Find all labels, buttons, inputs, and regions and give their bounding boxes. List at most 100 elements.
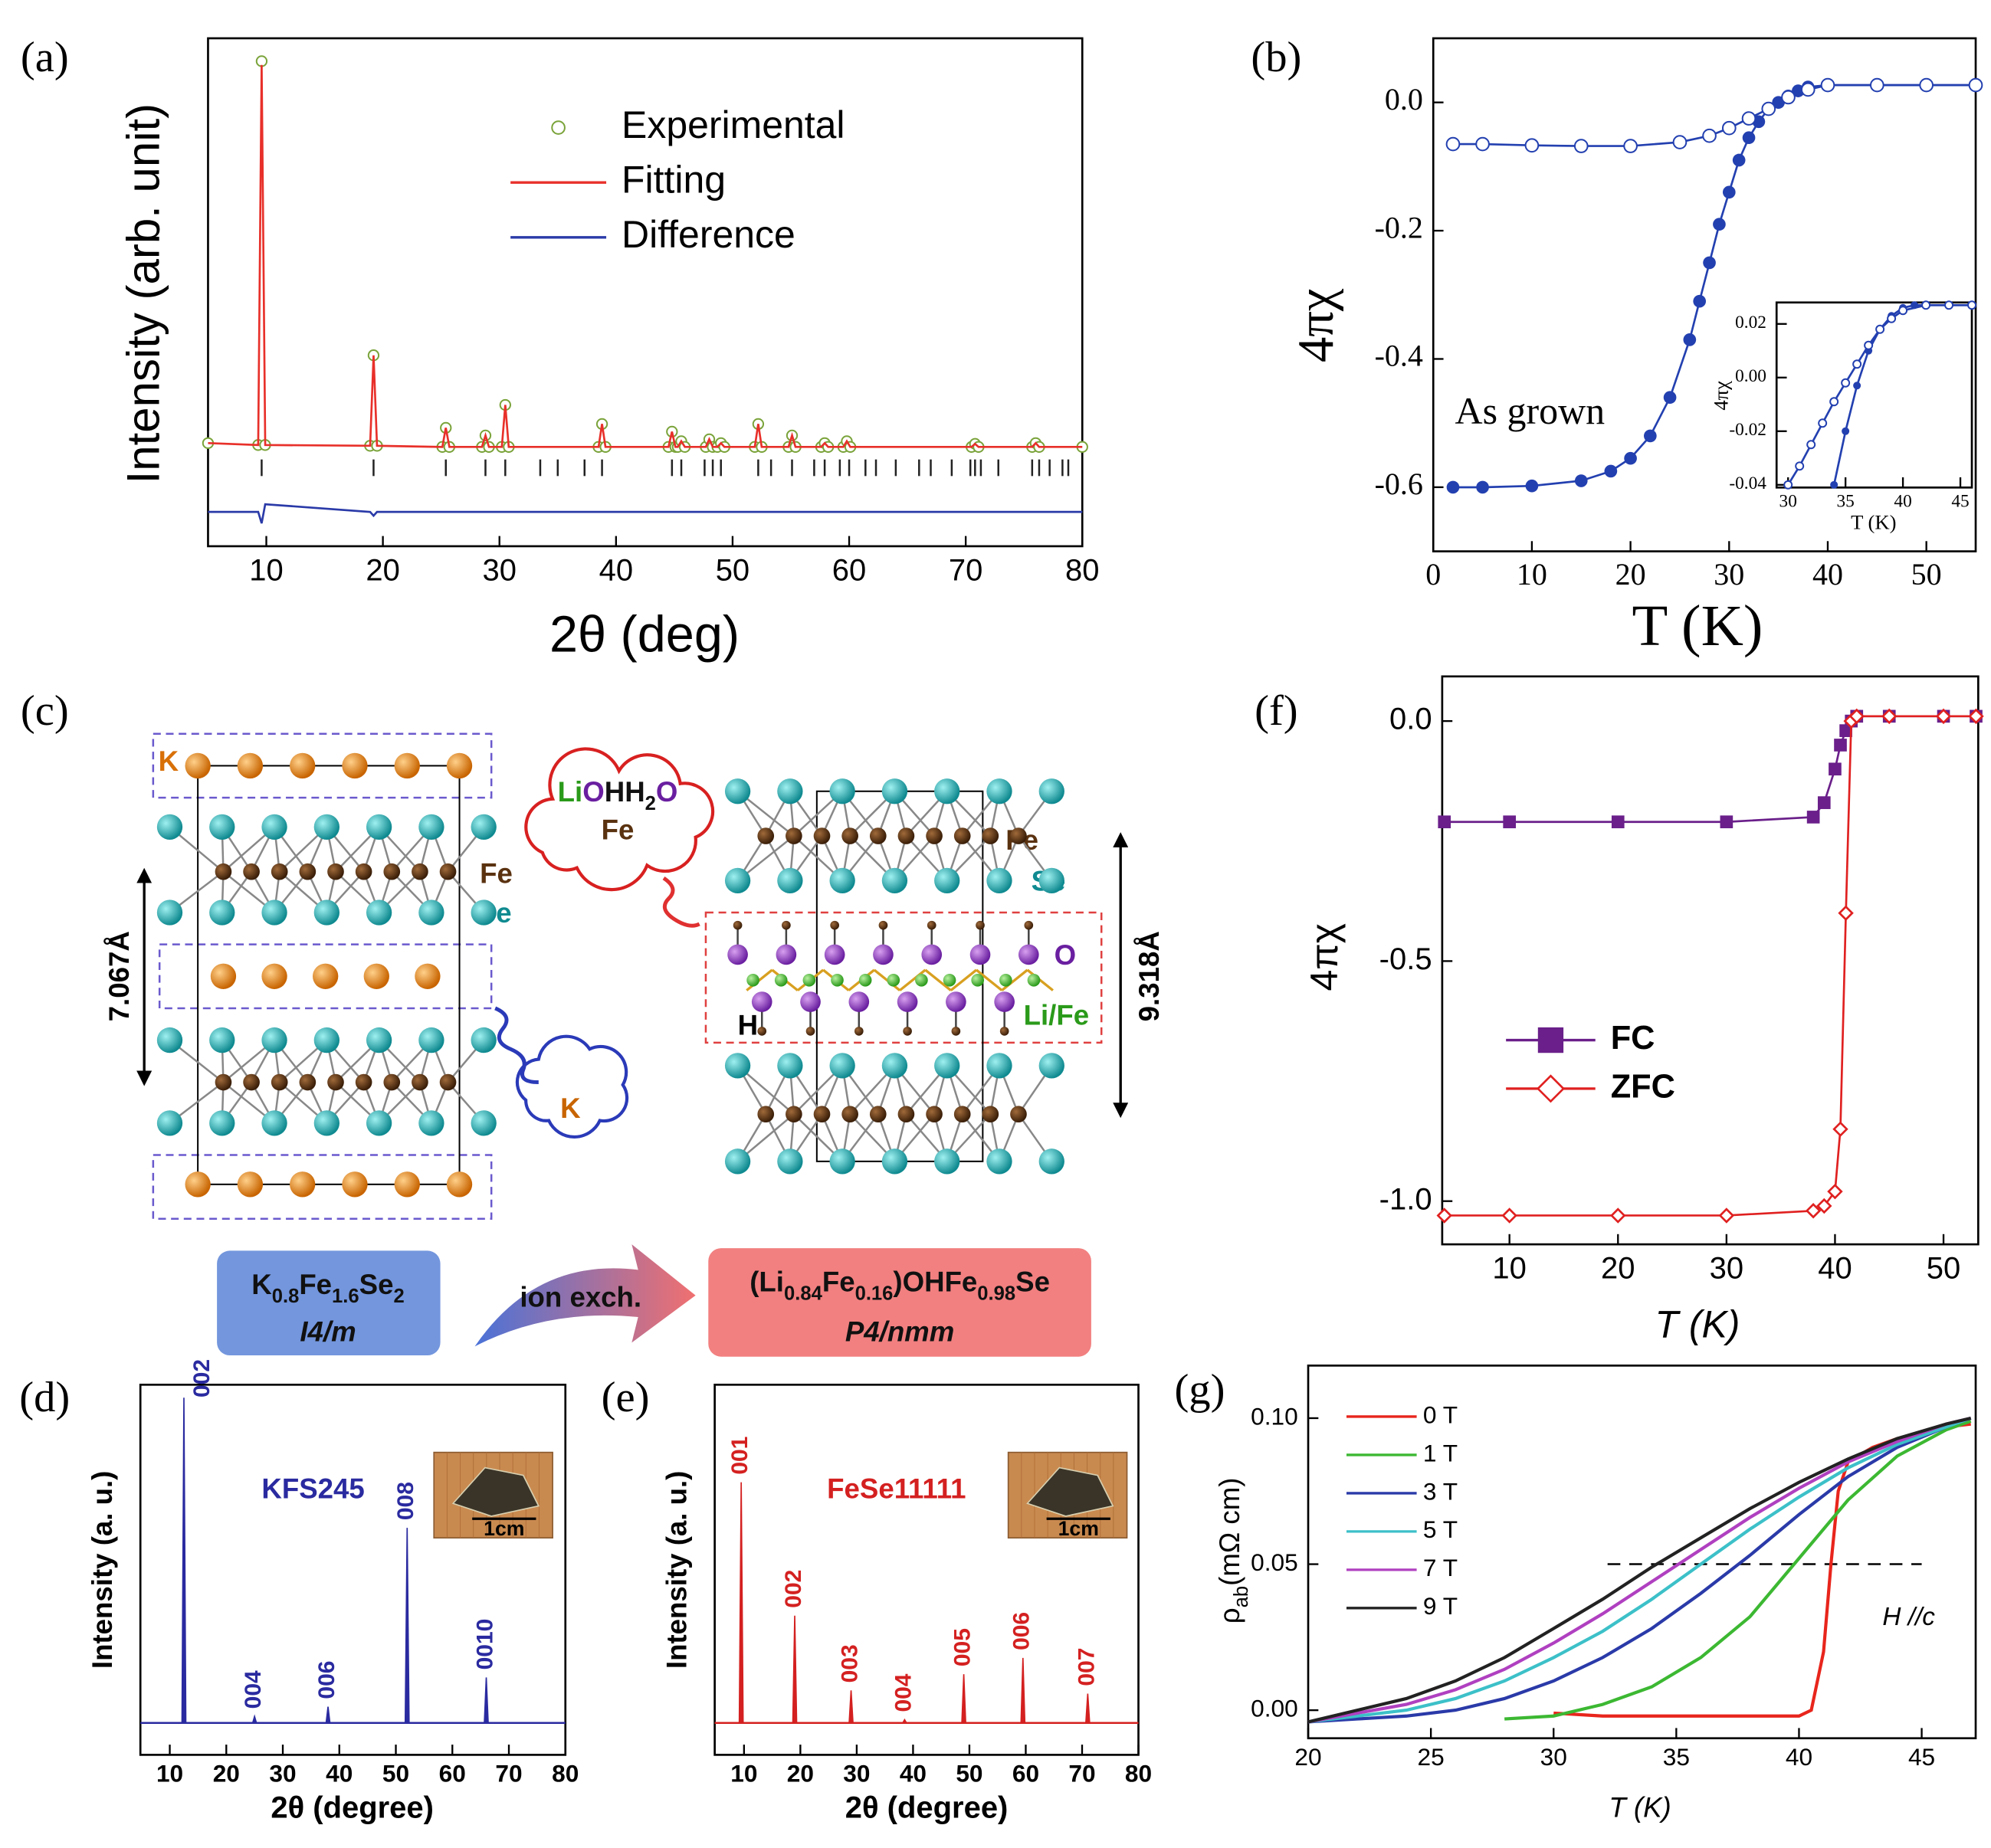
marker xyxy=(1503,815,1516,829)
x-tick-label: 50 xyxy=(1911,557,1942,591)
atom xyxy=(841,827,858,844)
y-tick-label: 0.00 xyxy=(1735,366,1766,386)
atom xyxy=(327,863,344,880)
marker xyxy=(1795,461,1805,471)
marker xyxy=(1805,1203,1822,1219)
atom xyxy=(243,863,260,880)
atom-label: O xyxy=(1055,939,1076,971)
text-part: 2 xyxy=(393,1286,404,1307)
text-part: Se xyxy=(359,1269,394,1300)
legend-label: 7 T xyxy=(1423,1554,1458,1581)
phase-box xyxy=(217,1250,441,1356)
x-tick-label: 50 xyxy=(956,1760,982,1787)
marker xyxy=(1672,135,1688,149)
atom xyxy=(829,1053,855,1079)
atom xyxy=(982,1106,999,1123)
y-tick-label: -0.4 xyxy=(1375,339,1423,373)
x-tick-label: 20 xyxy=(1294,1743,1321,1771)
marker xyxy=(1853,382,1861,390)
atom xyxy=(243,1073,260,1091)
atom xyxy=(881,867,908,894)
marker xyxy=(1935,708,1952,725)
atom xyxy=(805,1027,815,1036)
y-axis-label: 4πχ xyxy=(1288,288,1344,362)
spacing-label: 9.318Å xyxy=(1133,931,1165,1021)
marker xyxy=(1875,324,1885,334)
peak xyxy=(1020,1657,1026,1724)
atom xyxy=(903,1027,912,1036)
atom xyxy=(471,1110,497,1136)
text-part: Se xyxy=(1015,1266,1050,1297)
atom xyxy=(858,973,872,987)
x-tick-label: 20 xyxy=(787,1760,814,1787)
marker xyxy=(1887,313,1897,323)
marker xyxy=(1718,1207,1735,1224)
marker xyxy=(1832,1121,1848,1137)
marker xyxy=(1967,300,1977,310)
marker xyxy=(1623,139,1638,153)
x-tick-label: 10 xyxy=(1492,1252,1526,1286)
x-tick-label: 30 xyxy=(1714,557,1744,591)
y-tick-label: -1.0 xyxy=(1379,1182,1432,1216)
atom xyxy=(156,814,183,840)
atom xyxy=(976,920,985,930)
atom xyxy=(313,963,339,989)
text-part: HH xyxy=(605,776,645,808)
marker xyxy=(1721,120,1737,136)
y-tick-label: 0.10 xyxy=(1251,1402,1298,1430)
crystal xyxy=(451,1466,540,1517)
x-tick-label: 40 xyxy=(1812,557,1843,591)
peak xyxy=(961,1674,966,1724)
atom xyxy=(969,944,991,965)
atom xyxy=(994,991,1015,1012)
atom xyxy=(412,1073,428,1091)
peak xyxy=(251,1714,257,1724)
panel-label: (d) xyxy=(19,1374,70,1421)
atom xyxy=(261,899,287,926)
bond xyxy=(924,968,952,991)
cloud-label: Fe xyxy=(602,814,635,846)
marker xyxy=(1870,77,1884,93)
marker xyxy=(1761,101,1776,116)
legend-label: Experimental xyxy=(622,103,845,146)
peak xyxy=(848,1690,854,1724)
marker xyxy=(1829,762,1842,776)
x-tick-label: 10 xyxy=(730,1760,757,1787)
atom xyxy=(951,1027,961,1036)
atom xyxy=(943,973,956,987)
structure-diagram: (c) 7.067Å 9.318Å K Fe Se Fe Se O Li/Fe … xyxy=(21,687,1165,1357)
peak xyxy=(404,1528,410,1724)
x-tick-label: 80 xyxy=(1125,1760,1152,1787)
atom xyxy=(185,752,211,779)
atom xyxy=(986,867,1012,894)
atom xyxy=(724,867,751,894)
atom xyxy=(383,1073,401,1091)
marker xyxy=(1683,333,1697,346)
x-tick-label: 45 xyxy=(1908,1743,1935,1771)
atom xyxy=(873,944,894,965)
marker xyxy=(1624,451,1637,465)
layer-box xyxy=(158,943,493,1010)
marker xyxy=(1501,1207,1517,1224)
cloud-label: K xyxy=(560,1093,581,1124)
plot-frame xyxy=(139,1384,567,1756)
text-part: (Li xyxy=(749,1266,784,1297)
atom xyxy=(971,973,985,987)
atom xyxy=(446,752,473,779)
chart: (d) 10 20 30 40 50 60 70 80 2θ (degree) Intensity … xyxy=(19,1359,579,1825)
marker xyxy=(1919,77,1934,93)
atom xyxy=(1024,920,1034,930)
marker xyxy=(1881,708,1898,725)
atom xyxy=(881,778,908,804)
marker xyxy=(1713,218,1726,231)
marker xyxy=(1574,474,1588,487)
atom xyxy=(921,944,943,965)
legend-label: FC xyxy=(1611,1020,1655,1057)
atom xyxy=(777,1148,803,1175)
legend-label: ZFC xyxy=(1611,1068,1675,1105)
y-tick-label: -0.5 xyxy=(1379,942,1432,976)
cloud-formula: LiOHH2O xyxy=(558,776,678,814)
crystal xyxy=(1026,1466,1114,1517)
text-part: 0.8 xyxy=(272,1286,300,1307)
chart: 30 35 40 45 0.02 0.00 -0.02 -0.04 T (K) 4πχ xyxy=(1709,300,1977,534)
